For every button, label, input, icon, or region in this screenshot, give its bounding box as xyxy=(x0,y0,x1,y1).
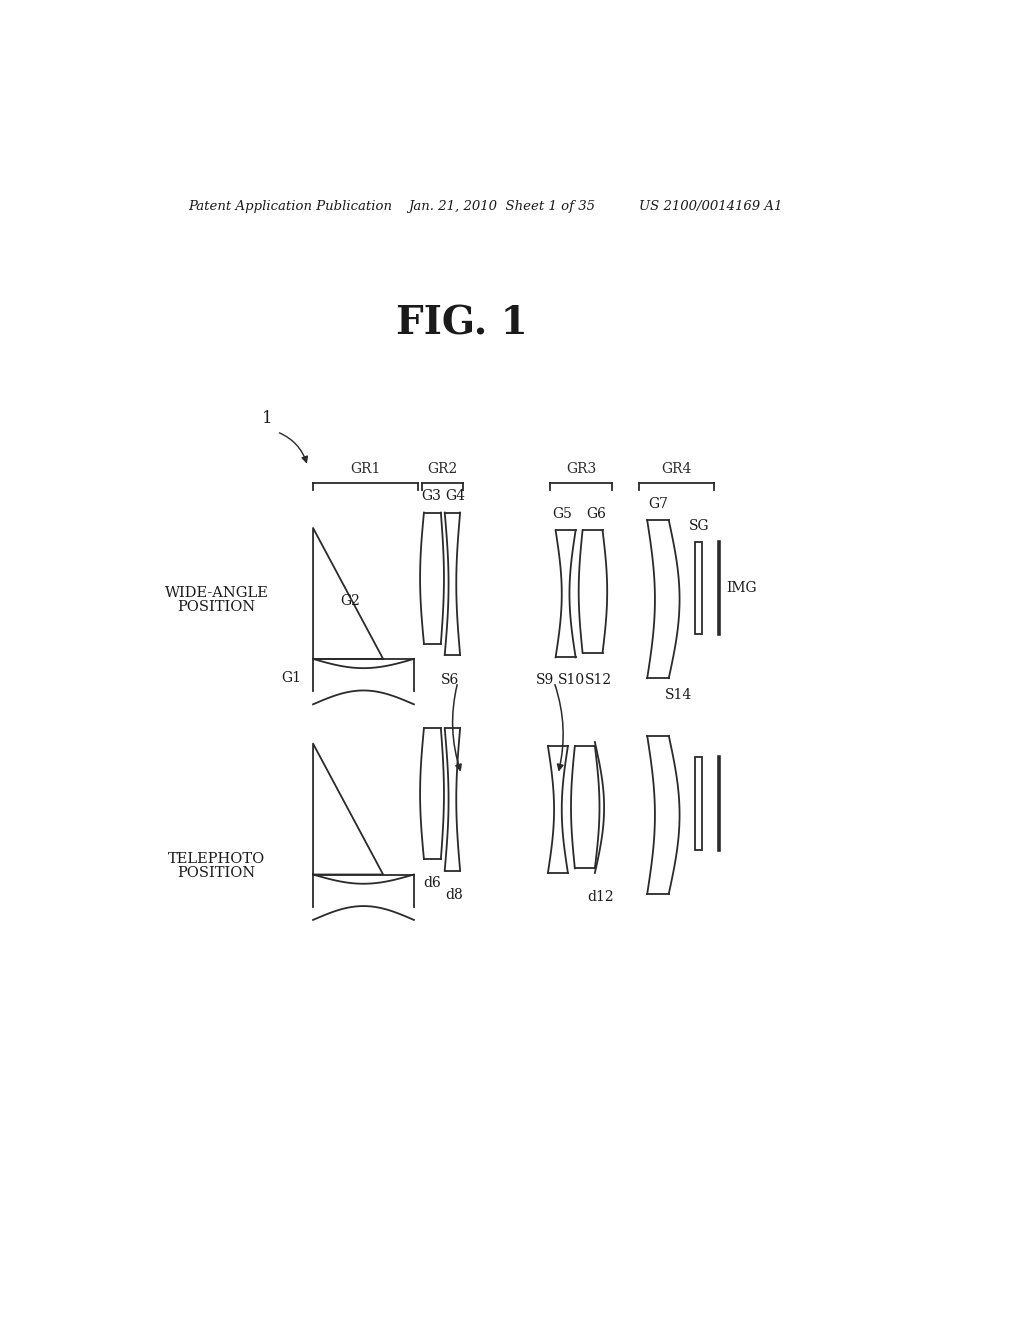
Text: G4: G4 xyxy=(445,490,466,503)
Text: G2: G2 xyxy=(340,594,359,609)
Text: GR3: GR3 xyxy=(566,462,596,477)
Text: US 2100/0014169 A1: US 2100/0014169 A1 xyxy=(639,199,782,213)
Text: 1: 1 xyxy=(262,411,273,428)
Text: Patent Application Publication: Patent Application Publication xyxy=(188,199,392,213)
Text: d12: d12 xyxy=(588,890,614,904)
Text: G5: G5 xyxy=(552,507,571,521)
Text: GR4: GR4 xyxy=(662,462,691,477)
Text: WIDE-ANGLE: WIDE-ANGLE xyxy=(165,586,268,601)
Text: S14: S14 xyxy=(666,688,692,702)
Text: S6: S6 xyxy=(441,673,459,686)
Text: d6: d6 xyxy=(424,876,441,890)
Text: G3: G3 xyxy=(421,490,440,503)
Text: G1: G1 xyxy=(282,671,301,685)
Text: GR1: GR1 xyxy=(350,462,381,477)
Text: IMG: IMG xyxy=(727,581,757,595)
Text: G7: G7 xyxy=(648,498,668,511)
Text: Jan. 21, 2010  Sheet 1 of 35: Jan. 21, 2010 Sheet 1 of 35 xyxy=(408,199,595,213)
Text: S9: S9 xyxy=(536,673,554,686)
Text: POSITION: POSITION xyxy=(178,601,256,614)
Bar xyxy=(695,541,702,635)
Text: GR2: GR2 xyxy=(427,462,458,477)
Text: SG: SG xyxy=(688,519,710,533)
Text: FIG. 1: FIG. 1 xyxy=(396,305,527,343)
Text: G6: G6 xyxy=(587,507,606,521)
Text: S10: S10 xyxy=(557,673,585,686)
Text: d8: d8 xyxy=(445,887,463,902)
Text: TELEPHOTO: TELEPHOTO xyxy=(168,853,265,866)
Bar xyxy=(695,758,702,850)
Text: POSITION: POSITION xyxy=(178,866,256,880)
Text: S12: S12 xyxy=(585,673,612,686)
